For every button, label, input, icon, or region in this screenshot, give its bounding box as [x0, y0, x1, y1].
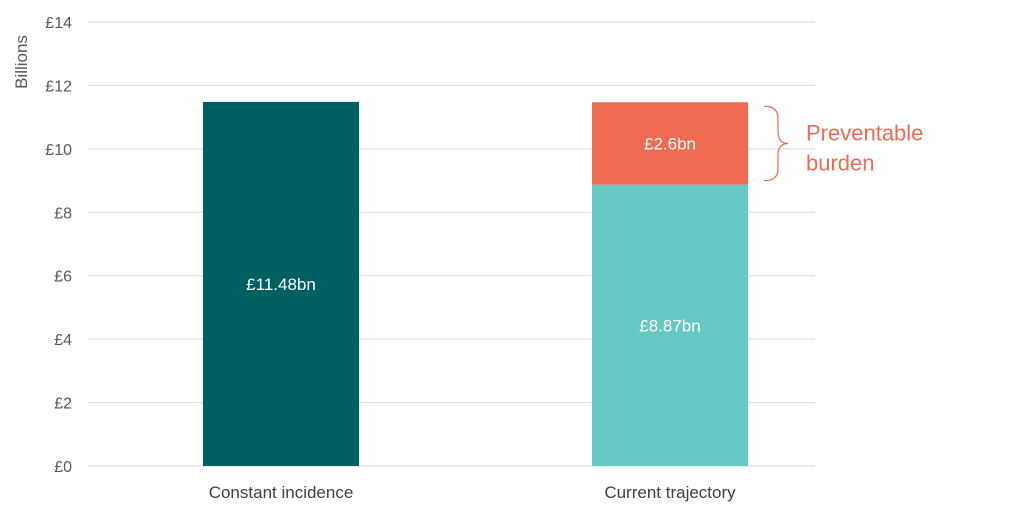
- y-tick-label: £10: [45, 142, 72, 159]
- preventable-burden-annotation: Preventable burden: [763, 105, 930, 182]
- y-tick-label: £2: [54, 396, 72, 413]
- annotation-line-1: Preventable: [806, 120, 923, 145]
- data-labels: £11.48bn £8.87bn £2.6bn: [246, 134, 701, 335]
- bar-segment: [592, 184, 748, 467]
- annotation-text: Preventable burden: [806, 120, 930, 175]
- annotation-line-2: burden: [806, 150, 875, 175]
- y-axis-label: Billions: [12, 35, 31, 89]
- bars: [203, 101, 748, 467]
- x-category-label: Current trajectory: [604, 483, 736, 502]
- bar-value-label: £8.87bn: [639, 316, 700, 335]
- annotation-brace: [763, 105, 789, 182]
- y-tick-label: £12: [45, 78, 72, 95]
- x-category-label: Constant incidence: [209, 483, 354, 502]
- bar-segment: [203, 101, 359, 467]
- y-tick-label: £0: [54, 459, 72, 476]
- y-tick-label: £14: [45, 15, 72, 32]
- y-axis-ticks: £0 £2 £4 £6 £8 £10 £12 £14: [45, 15, 72, 476]
- bar-value-label: £2.6bn: [644, 134, 696, 153]
- y-tick-label: £4: [54, 332, 72, 349]
- y-tick-label: £8: [54, 205, 72, 222]
- x-axis-categories: Constant incidence Current trajectory: [209, 483, 736, 502]
- bar-segment: [592, 102, 748, 185]
- bar-value-label: £11.48bn: [246, 275, 316, 294]
- y-tick-label: £6: [54, 269, 72, 286]
